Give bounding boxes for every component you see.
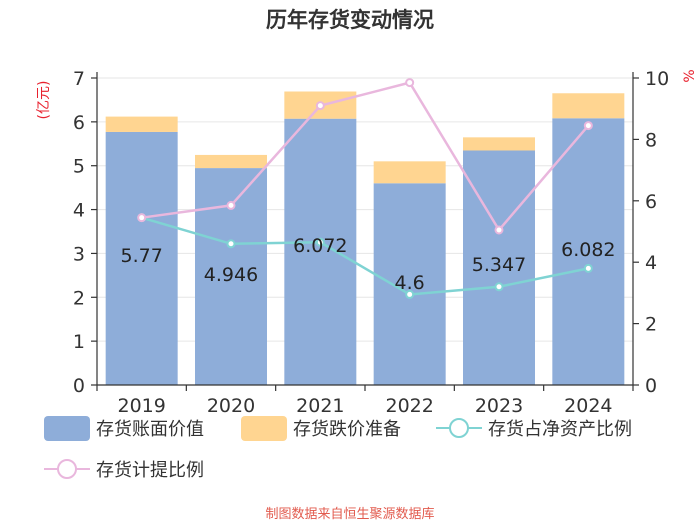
y-left-tick-label: 6 (73, 112, 85, 134)
data-source: 制图数据来自恒生聚源数据库 (265, 506, 434, 522)
y-right-tick-label: 0 (645, 375, 657, 397)
x-tick-label: 2022 (385, 395, 433, 417)
y-right-tick-label: 2 (645, 314, 657, 336)
legend-swatch (241, 416, 287, 441)
legend-swatch (44, 416, 90, 441)
line-point (226, 239, 236, 249)
bar-value-label: 4.946 (204, 264, 258, 286)
legend-label: 存货计提比例 (96, 460, 204, 481)
y-left-tick-label: 4 (73, 200, 85, 222)
bar-value-label: 6.082 (561, 239, 615, 261)
bar-value-label: 6.072 (293, 235, 347, 257)
bar-book-value (552, 118, 625, 385)
bar-impairment (105, 116, 178, 132)
x-tick-label: 2023 (475, 395, 523, 417)
y-left-tick-label: 0 (73, 375, 85, 397)
right-axis-unit: % (682, 69, 698, 82)
legend-label: 存货跌价准备 (293, 419, 401, 440)
series-line (141, 81, 590, 233)
bar-book-value (373, 183, 446, 385)
line-point (494, 225, 504, 235)
y-left-tick-label: 7 (73, 68, 85, 90)
bar-impairment (373, 161, 446, 184)
line-point (405, 78, 415, 88)
y-left-tick-label: 1 (73, 331, 85, 353)
line-point (315, 237, 325, 247)
line-point (315, 101, 325, 111)
y-left-tick-label: 3 (73, 243, 85, 265)
bars-group (105, 91, 625, 385)
bar-labels-group: 5.77 4.946 6.072 4.6 5.347 6.082 (121, 235, 616, 294)
grid-lines (97, 77, 633, 342)
bar-impairment (552, 93, 625, 119)
x-tick-label: 2019 (117, 395, 165, 417)
line-point (226, 200, 236, 210)
bar-value-label: 5.347 (472, 254, 526, 276)
series-line (141, 216, 589, 296)
bar-impairment (195, 154, 267, 169)
chart-title: 历年存货变动情况 (266, 8, 434, 32)
line-point (405, 289, 415, 299)
y-left-tick-label: 5 (73, 156, 85, 178)
y-right-tick-label: 8 (645, 129, 657, 151)
legend-label: 存货账面价值 (96, 419, 204, 440)
line-point (583, 263, 593, 273)
lines-group (137, 78, 593, 299)
bar-book-value (105, 131, 178, 385)
y-left-tick-label: 2 (73, 287, 85, 309)
legend-label: 存货占净资产比例 (488, 419, 632, 440)
x-tick-label: 2020 (207, 395, 255, 417)
line-point (583, 121, 593, 131)
x-tick-label: 2021 (296, 395, 344, 417)
y-right-tick-label: 4 (645, 252, 657, 274)
bar-value-label: 5.77 (121, 245, 163, 267)
bar-book-value (284, 118, 357, 385)
bar-impairment (463, 137, 535, 151)
legend-marker (57, 459, 77, 479)
y-right-tick-label: 10 (645, 68, 669, 90)
line-point (494, 282, 504, 292)
y-right-tick-label: 6 (645, 191, 657, 213)
bar-value-label: 4.6 (395, 272, 425, 294)
left-axis-unit: (亿元) (36, 81, 52, 120)
x-tick-label: 2024 (564, 395, 612, 417)
axes-group: 0 1 2 3 4 5 6 7 0 2 4 6 8 10 2019 2020 2021 2022 2023 2024 (73, 68, 669, 417)
legend-marker (449, 418, 469, 438)
line-point (137, 213, 147, 223)
